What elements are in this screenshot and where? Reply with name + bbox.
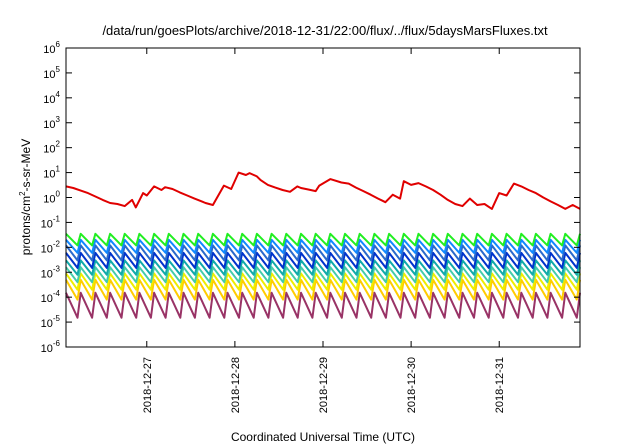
y-tick-label: 100 [43,190,60,206]
y-tick-label: 10-4 [41,289,61,305]
y-axis-label-rest: -s-sr-MeV [19,139,33,192]
x-tick-label: 2018-12-31 [494,357,506,413]
series-line [65,272,581,291]
x-tick-label: 2018-12-28 [230,357,242,413]
x-tick-label: 2018-12-30 [406,357,418,413]
y-tick-label: 103 [43,115,60,131]
y-tick-label: 101 [43,165,60,181]
y-axis-label-sup: 2 [18,191,27,196]
y-tick-label: 10-6 [41,339,61,355]
y-tick-label: 10-3 [41,264,61,280]
y-tick-label: 10-5 [41,314,61,330]
series-line [65,266,581,284]
series-line [65,232,581,247]
x-axis-label: Coordinated Universal Time (UTC) [231,430,415,444]
y-tick-label: 10-1 [41,214,61,230]
y-axis-label-base: protons/cm [19,196,33,255]
y-tick-label: 10-2 [41,239,61,255]
chart-title: /data/run/goesPlots/archive/2018-12-31/2… [102,23,548,38]
series-line [65,291,581,319]
series-line [65,244,581,262]
series-line [65,259,581,276]
series-line [65,238,581,254]
y-tick-label: 105 [43,65,60,81]
x-tick-label: 2018-12-27 [142,357,154,413]
series-line [65,278,581,301]
series-line [65,171,581,210]
series-line [65,251,581,269]
y-axis-label: protons/cm2-s-sr-MeV [18,139,33,255]
y-tick-label: 102 [43,140,60,156]
y-tick-label: 104 [43,90,60,106]
y-tick-label: 106 [43,40,60,56]
x-tick-label: 2018-12-29 [318,357,330,413]
